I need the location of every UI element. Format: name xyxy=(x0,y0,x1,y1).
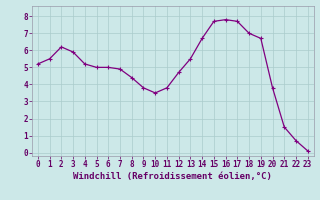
X-axis label: Windchill (Refroidissement éolien,°C): Windchill (Refroidissement éolien,°C) xyxy=(73,172,272,181)
